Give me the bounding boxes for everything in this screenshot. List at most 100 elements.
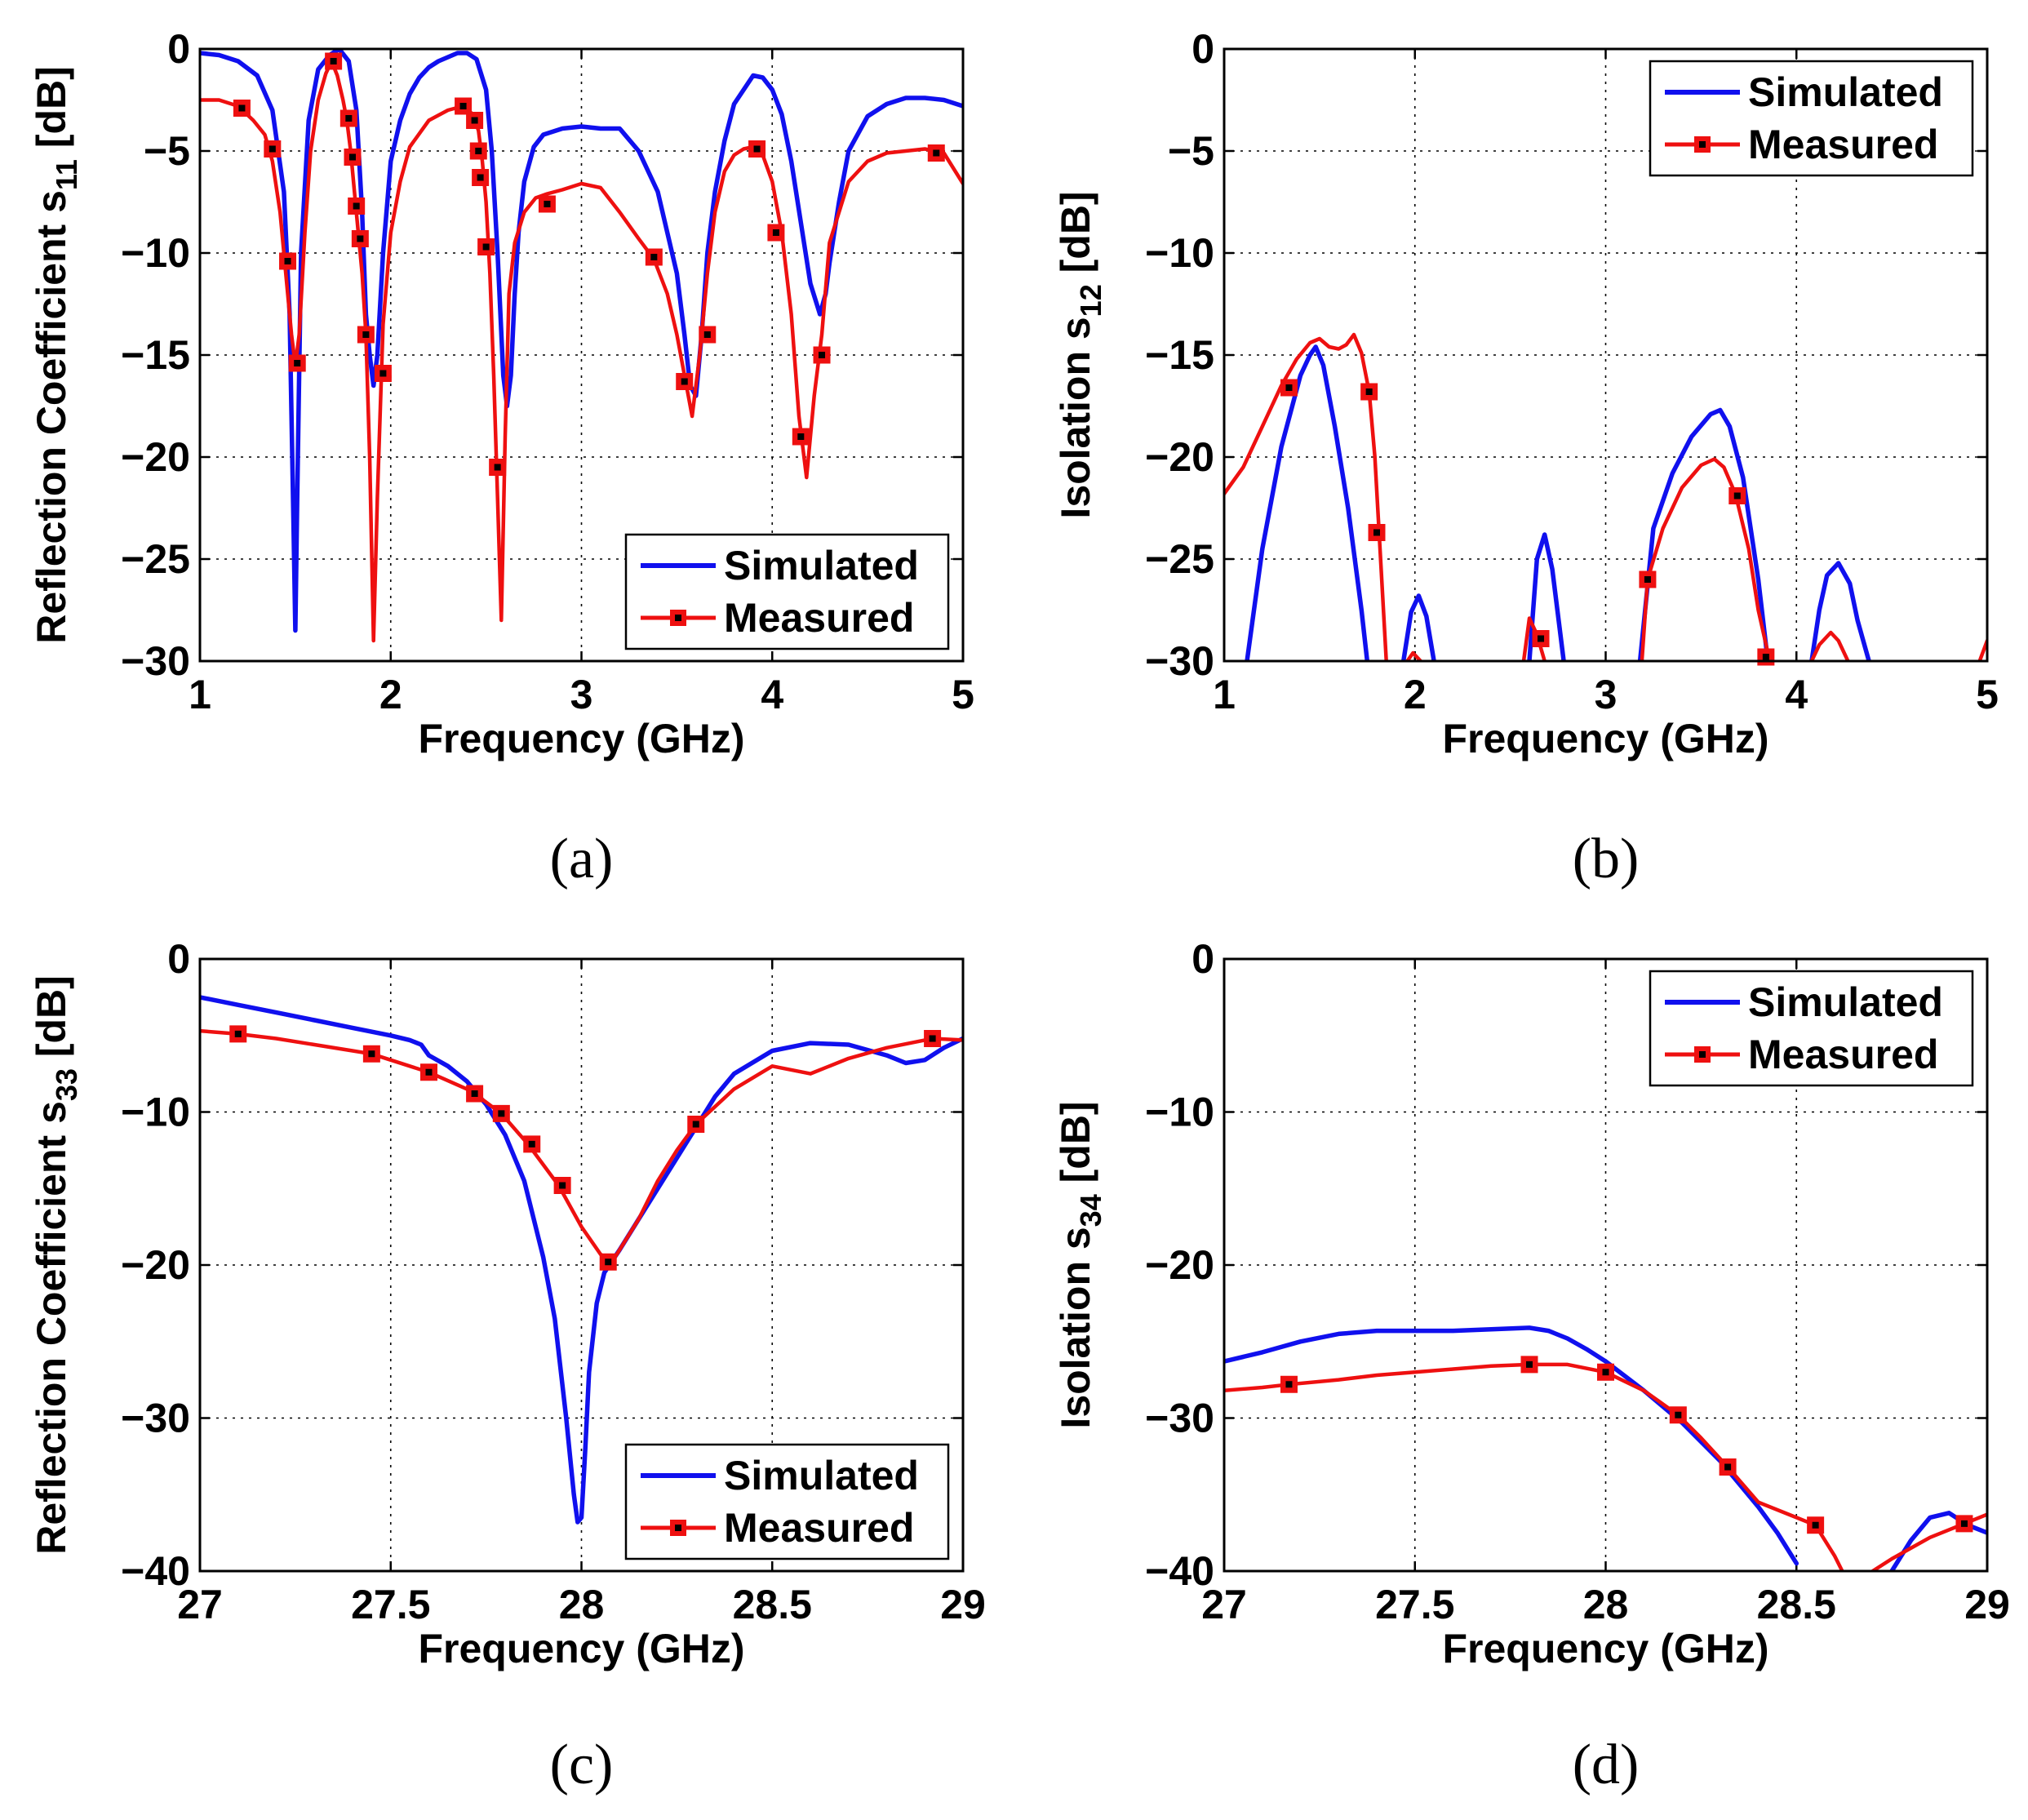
y-tick-label: −30 (121, 1396, 190, 1441)
simulated-line (1245, 344, 1370, 661)
measured-marker-dot (1675, 1411, 1682, 1418)
y-axis-label-subscript: 12 (1074, 284, 1107, 317)
measured-marker-dot (1960, 1520, 1968, 1527)
legend-marker-dot (675, 1525, 681, 1531)
y-tick-label: 0 (167, 26, 190, 72)
measured-marker-dot (1812, 1521, 1819, 1529)
x-tick-label: 2 (1404, 672, 1427, 717)
measured-marker-dot (357, 235, 364, 242)
x-tick-label: 27 (1201, 1582, 1247, 1627)
x-axis-label: Frequency (GHz) (418, 716, 744, 761)
x-tick-label: 4 (761, 672, 783, 717)
data-lines (200, 995, 963, 1525)
x-tick-label: 1 (1213, 672, 1236, 717)
y-tick-label: −30 (1145, 638, 1214, 684)
measured-marker-dot (268, 145, 276, 153)
measured-marker-dot (1365, 388, 1373, 395)
x-tick-label: 4 (1785, 672, 1808, 717)
x-tick-label: 28 (559, 1582, 605, 1627)
measured-marker-dot (650, 254, 658, 260)
x-tick-label: 5 (952, 672, 974, 717)
measured-line (200, 1028, 963, 1264)
measured-marker-dot (330, 58, 337, 64)
legend: Simulated Measured (624, 1443, 950, 1560)
measured-marker-dot (234, 1030, 242, 1037)
legend-label-measured: Measured (724, 1505, 914, 1551)
simulated-line (1637, 407, 1770, 661)
x-axis-label: Frequency (GHz) (418, 1626, 744, 1671)
y-tick-label: 0 (1192, 936, 1214, 982)
x-tick-label: 28.5 (1757, 1582, 1836, 1627)
legend: Simulated Measured (1649, 60, 1974, 177)
y-tick-label: −20 (1145, 434, 1214, 480)
y-axis-label: Isolation s12 [dB] (1053, 191, 1107, 518)
legend: Simulated Measured (1649, 970, 1974, 1087)
legend-box (624, 533, 950, 650)
simulated-line (200, 995, 963, 1525)
measured-marker-dot (425, 1068, 433, 1076)
y-tick-label: −15 (1145, 332, 1214, 378)
legend-box (1649, 60, 1974, 177)
y-tick-label: 0 (167, 936, 190, 982)
measured-line (1640, 457, 1772, 661)
y-tick-label: −40 (121, 1548, 190, 1594)
y-tick-label: −5 (1168, 128, 1214, 174)
measured-marker-dot (753, 145, 761, 153)
measured-marker-dot (692, 1121, 699, 1128)
measured-line (1405, 650, 1423, 661)
y-tick-label: −30 (1145, 1396, 1214, 1441)
measured-marker-dot (494, 464, 501, 471)
y-axis-label-main: Reflection Coefficient s (29, 190, 74, 644)
measured-marker-dot (362, 331, 370, 338)
simulated-line (1400, 593, 1436, 661)
panel-c: 27 27.5 28 28.5 29 0 −10 −20 −30 −40 Frequency (GH… (29, 936, 986, 1796)
measured-line (1224, 1362, 1844, 1571)
series-simulated (200, 995, 963, 1525)
x-tick-label: 3 (1595, 672, 1618, 717)
plot-frame (1223, 47, 1989, 663)
measured-marker-dot (772, 229, 779, 236)
legend-box (624, 1443, 950, 1560)
legend-label-measured: Measured (1748, 122, 1938, 167)
measured-markers (233, 52, 945, 476)
measured-marker-dot (1285, 1381, 1293, 1388)
measured-marker-dot (498, 1110, 505, 1117)
measured-line (1809, 630, 1850, 661)
measured-marker-dot (1724, 1463, 1732, 1471)
legend: Simulated Measured (624, 533, 950, 650)
x-tick-label: 29 (940, 1582, 986, 1627)
measured-marker-dot (482, 243, 490, 251)
measured-marker-dot (471, 117, 478, 124)
y-axis-label-unit: [dB] (29, 66, 74, 159)
plot-frame (198, 47, 965, 663)
y-tick-label: −5 (144, 128, 190, 174)
y-tick-label: −20 (121, 1242, 190, 1288)
measured-line (1224, 332, 1388, 661)
y-axis-label-subscript: 33 (50, 1068, 83, 1101)
measured-markers (1280, 1356, 1973, 1534)
legend-label-simulated: Simulated (724, 543, 919, 588)
measured-marker-dot (471, 1090, 478, 1097)
legend-marker-dot (1699, 141, 1706, 148)
y-tick-label: 0 (1192, 26, 1214, 72)
plot-frame (1223, 957, 1989, 1573)
x-tick-label: 29 (1964, 1582, 2010, 1627)
measured-marker-dot (345, 115, 353, 122)
measured-markers (229, 1025, 942, 1271)
x-tick-label: 1 (189, 672, 211, 717)
measured-marker-dot (819, 352, 826, 358)
y-axis-label: Isolation s34 [dB] (1053, 1101, 1107, 1428)
measured-marker-dot (1373, 529, 1380, 536)
simulated-line (1809, 561, 1871, 661)
measured-marker-dot (294, 360, 301, 366)
measured-marker-dot (368, 1050, 375, 1058)
plot-frame (198, 957, 965, 1573)
measured-marker-dot (559, 1182, 566, 1189)
series-measured (200, 1028, 963, 1264)
y-tick-label: −10 (121, 230, 190, 276)
x-axis-label: Frequency (GHz) (1442, 716, 1768, 761)
series-measured (1224, 332, 1987, 661)
measured-marker-dot (284, 258, 291, 264)
panel-caption: (a) (550, 828, 614, 890)
